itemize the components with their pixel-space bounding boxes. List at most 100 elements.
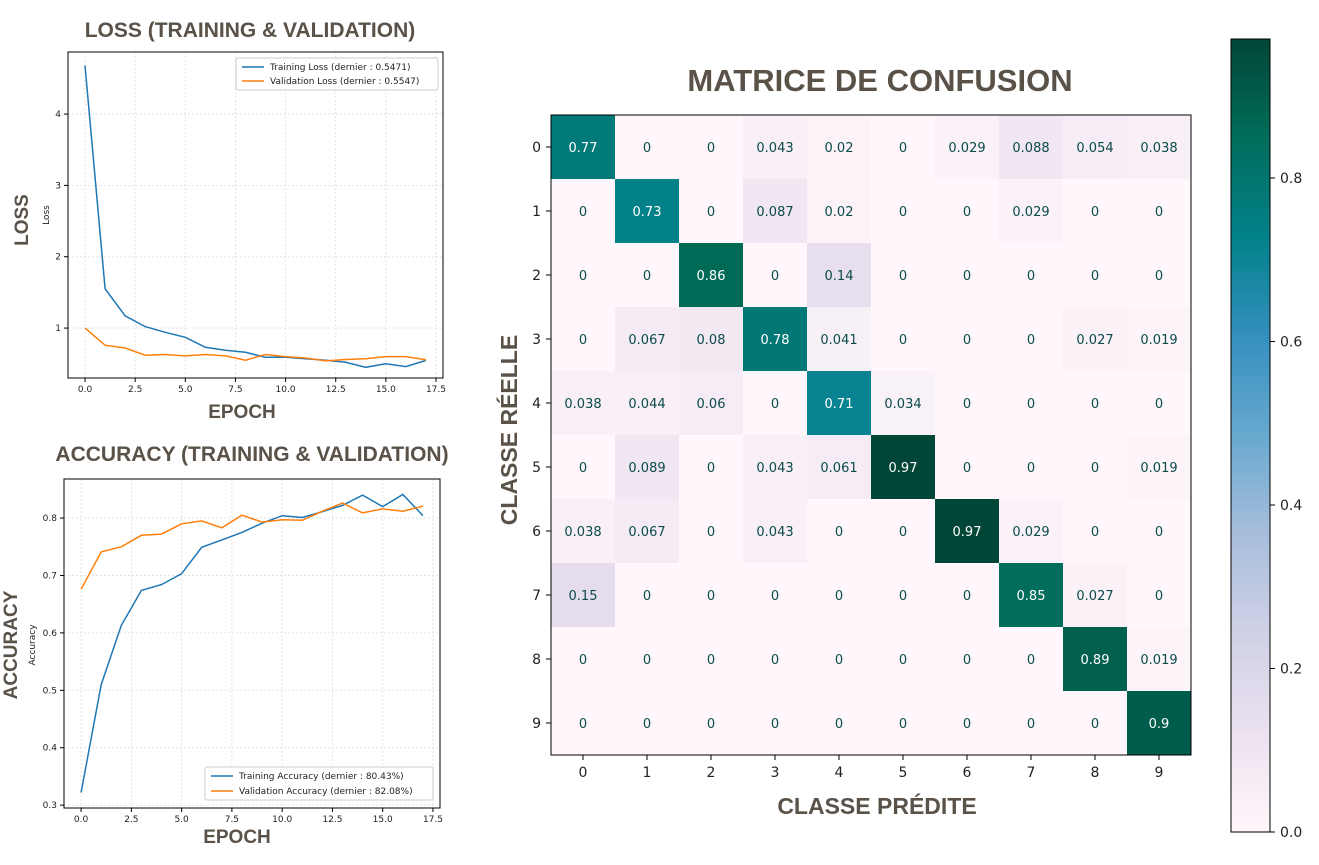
cm-cell [1127, 371, 1191, 435]
cm-cell [1063, 115, 1127, 179]
colorbar-gradient [1230, 38, 1271, 833]
cm-cell [935, 307, 999, 371]
cm-cell [679, 435, 743, 499]
cm-cell [679, 371, 743, 435]
cm-cell [935, 243, 999, 307]
colorbar-tick-label: 0.8 [1280, 171, 1302, 187]
cm-cell [935, 627, 999, 691]
cm-cell-value: 0 [963, 333, 971, 348]
accuracy-x-tick-label: 15.0 [373, 815, 393, 825]
cm-cell [743, 243, 807, 307]
loss-y-tick-label: 1 [55, 324, 61, 334]
accuracy-x-tick-label: 12.5 [322, 815, 342, 825]
cm-cell [679, 691, 743, 755]
cm-cell [551, 307, 615, 371]
loss-grid [68, 52, 443, 378]
cm-cell [743, 179, 807, 243]
cm-cell [871, 691, 935, 755]
confusion-matrix-ticks: 0 1 2 3 4 5 6 7 8 9 0 1 2 3 4 5 6 7 8 9 [532, 140, 1163, 781]
cm-cell-value: 0 [643, 141, 651, 156]
cm-cell-value: 0.067 [628, 333, 665, 348]
cm-cell [1063, 243, 1127, 307]
cm-cell [807, 307, 871, 371]
cm-cell-value: 0.027 [1076, 333, 1113, 348]
confusion-matrix-frame [550, 114, 1192, 756]
cm-cell-value: 0.043 [756, 525, 793, 540]
cm-cell [807, 179, 871, 243]
cm-x-tick-label: 0 [579, 765, 588, 781]
cm-cell [615, 435, 679, 499]
cm-cell-value: 0 [963, 205, 971, 220]
cm-cell [1063, 563, 1127, 627]
cm-cell [615, 371, 679, 435]
cm-cell-value: 0 [707, 653, 715, 668]
cm-cell [999, 627, 1063, 691]
loss-x-tick-label: 17.5 [426, 385, 446, 395]
cm-cell [551, 627, 615, 691]
cm-cell-value: 0 [707, 461, 715, 476]
loss-legend-training-label: Training Loss (dernier : 0.5471) [269, 63, 410, 73]
loss-x-tick-label: 5.0 [178, 385, 193, 395]
cm-cell-value: 0 [1027, 269, 1035, 284]
cm-cell [999, 563, 1063, 627]
cm-cell-value: 0 [835, 589, 843, 604]
accuracy-axis-ticks: 0.0 2.5 5.0 7.5 10.0 12.5 15.0 17.5 0.3 0.4 0.5 0.6… [43, 514, 443, 825]
cm-cell-value: 0.089 [628, 461, 665, 476]
confusion-matrix-chart: MATRICE DE CONFUSION 0.77 0 0 0.043 0.02 0 0.0… [495, 63, 1192, 819]
cm-cell-value: 0.044 [628, 397, 665, 412]
cm-cell [615, 499, 679, 563]
confusion-matrix-title: MATRICE DE CONFUSION [687, 63, 1072, 98]
cm-cell [1063, 691, 1127, 755]
cm-cell-value: 0 [899, 717, 907, 732]
cm-cell-value: 0 [579, 653, 587, 668]
accuracy-y-tick-label: 0.3 [43, 801, 57, 811]
colorbar-ticks: 0.0 0.2 0.4 0.6 0.8 [1270, 171, 1302, 841]
accuracy-legend: Training Accuracy (dernier : 80.43%) Val… [204, 766, 434, 801]
cm-cell [615, 179, 679, 243]
cm-cell-value: 0.038 [1140, 141, 1177, 156]
cm-cell [615, 307, 679, 371]
accuracy-series [80, 493, 424, 793]
accuracy-x-tick-label: 2.5 [124, 815, 138, 825]
cm-cell-value: 0.9 [1149, 717, 1170, 732]
cm-cell-value: 0.86 [697, 269, 726, 284]
cm-cell [807, 371, 871, 435]
cm-cell-value: 0 [707, 717, 715, 732]
loss-y-axis-label: LOSS [12, 194, 33, 246]
accuracy-y-tick-label: 0.8 [43, 514, 58, 524]
cm-cell-value: 0 [963, 461, 971, 476]
cm-cell [679, 499, 743, 563]
cm-cell [999, 243, 1063, 307]
cm-cell-value: 0 [579, 461, 587, 476]
cm-cell-value: 0.06 [697, 397, 726, 412]
cm-cell [743, 627, 807, 691]
accuracy-x-tick-label: 0.0 [74, 815, 89, 825]
cm-cell [1063, 371, 1127, 435]
cm-cell [615, 563, 679, 627]
cm-cell-value: 0.85 [1017, 589, 1046, 604]
cm-cell-value: 0 [963, 653, 971, 668]
confusion-matrix-y-axis-label: CLASSE RÉELLE [495, 335, 522, 525]
cm-cell-value: 0 [771, 269, 779, 284]
cm-cell-value: 0 [1155, 397, 1163, 412]
cm-cell-value: 0.14 [825, 269, 854, 284]
cm-cell-value: 0 [899, 525, 907, 540]
cm-cell-value: 0.97 [953, 525, 982, 540]
cm-cell-value: 0 [1155, 205, 1163, 220]
cm-cell [1127, 307, 1191, 371]
cm-x-tick-label: 2 [707, 765, 716, 781]
loss-x-axis-label: EPOCH [208, 402, 276, 423]
cm-cell [551, 563, 615, 627]
cm-cell [551, 371, 615, 435]
cm-x-tick-label: 7 [1027, 765, 1036, 781]
cm-cell-value: 0 [963, 717, 971, 732]
cm-cell-value: 0 [643, 717, 651, 732]
accuracy-plot-frame [63, 478, 441, 809]
cm-cell [551, 435, 615, 499]
cm-cell [807, 435, 871, 499]
cm-cell [679, 179, 743, 243]
cm-cell-value: 0 [1091, 205, 1099, 220]
cm-x-tick-label: 4 [835, 765, 844, 781]
cm-cell [935, 435, 999, 499]
cm-cell [743, 691, 807, 755]
